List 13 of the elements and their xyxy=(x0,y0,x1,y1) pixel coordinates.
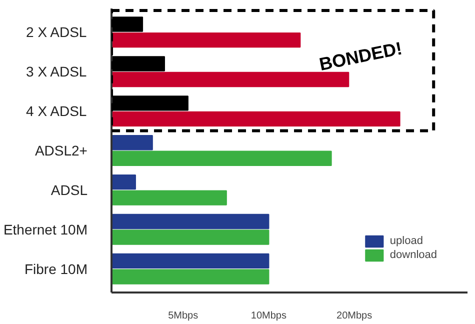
y-tick-label: 2 X ADSL xyxy=(26,24,87,40)
x-tick-label: 20Mbps xyxy=(336,310,372,322)
x-tick-label: 5Mbps xyxy=(168,310,198,322)
y-tick-label: 4 X ADSL xyxy=(26,103,87,120)
legend-label: download xyxy=(390,248,437,262)
y-tick-label: ADSL2+ xyxy=(34,142,88,158)
annotation: BONDED! xyxy=(318,38,404,74)
y-tick-label: 3 X ADSL xyxy=(26,64,87,80)
y-tick-label: Fibre 10M xyxy=(24,260,88,277)
legend-label: upload xyxy=(390,234,423,248)
x-tick-label: 10Mbps xyxy=(250,310,287,322)
y-tick-label: Ethernet 10M xyxy=(3,221,88,238)
y-tick-label: ADSL xyxy=(50,182,88,198)
